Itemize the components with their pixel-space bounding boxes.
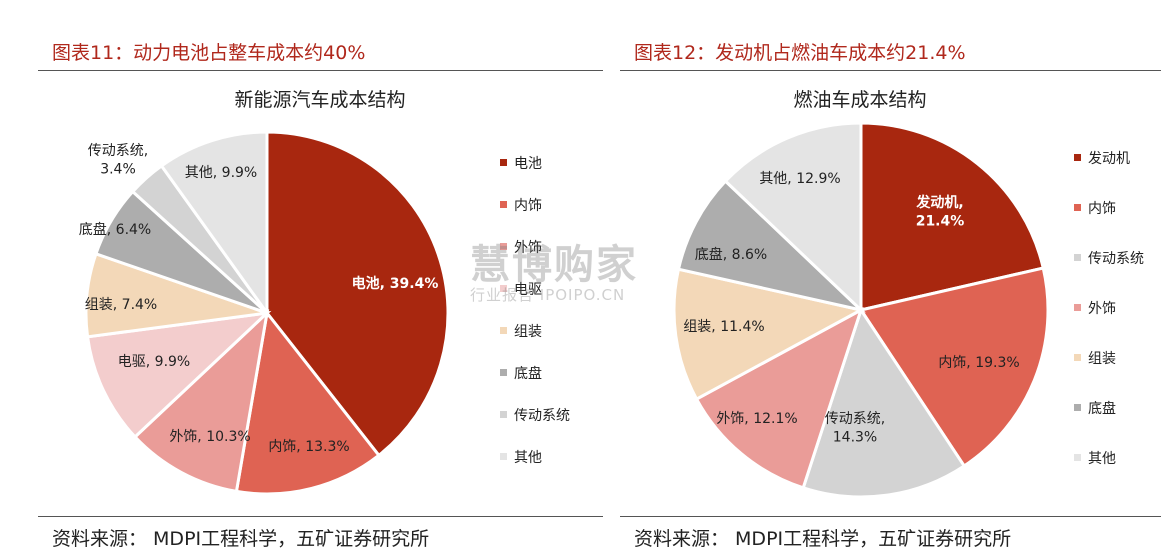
slice-label-1: 内饰, 13.3% [268,439,349,455]
title-rule [38,70,603,71]
legend-label-6: 其他 [1088,451,1116,467]
source-rule [620,516,1161,517]
legend-label-0: 发动机 [1088,151,1130,167]
legend-label-5: 底盘 [1088,400,1116,417]
legend-label-2: 外饰 [514,240,542,256]
legend-swatch-2 [500,243,507,250]
slice-label-3: 外饰, 12.1% [716,411,797,427]
slice-label-2: 传动系统, 14.3% [825,411,885,445]
pie-slice-6 [723,121,863,314]
source-note: 资料来源： MDPI工程科学，五矿证券研究所 [634,528,1012,550]
legend-swatch-3 [500,285,507,292]
legend-swatch-6 [1074,454,1081,461]
legend-swatch-1 [500,201,507,208]
chart-title: 新能源汽车成本结构 [234,89,405,111]
legend-label-1: 内饰 [514,198,542,214]
legend-label-1: 内饰 [1088,201,1116,217]
pie-slice-1 [234,309,381,496]
pie-slice-2 [801,306,967,499]
slice-label-0: 发动机, 21.4% [915,194,964,229]
left-figure-panel: 图表11：动力电池占整车成本约40% 新能源汽车成本结构电池, 39.4% 内饰,… [38,0,613,550]
right-figure-panel: 图表12：发动机占燃油车成本约21.4% 燃油车成本结构发动机, 21.4% 内饰,… [620,0,1161,550]
pie-slice-7 [159,130,269,318]
slice-label-1: 内饰, 19.3% [938,355,1019,371]
legend-swatch-5 [500,369,507,376]
source-rule [38,516,603,517]
pie-slice-4 [672,267,866,402]
slice-label-5: 底盘, 6.4% [79,221,151,238]
slice-label-0: 电池, 39.4% [352,275,439,292]
legend-label-4: 组装 [514,324,542,340]
legend-swatch-1 [1074,204,1081,211]
legend-swatch-0 [1074,154,1081,161]
legend-swatch-4 [1074,354,1081,361]
pie-slice-3 [85,310,272,440]
slice-label-5: 底盘, 8.6% [695,246,767,263]
slice-label-4: 组装, 7.4% [85,297,157,313]
slice-label-6: 其他, 12.9% [759,171,840,187]
slice-label-4: 组装, 11.4% [683,319,764,335]
legend-label-3: 电驱 [514,282,542,298]
slice-label-6: 传动系统, 3.4% [88,143,148,177]
title-rule [620,70,1161,71]
chart-title: 燃油车成本结构 [793,89,926,111]
legend-label-4: 组装 [1088,351,1116,367]
legend-swatch-5 [1074,404,1081,411]
legend-swatch-7 [500,453,507,460]
legend-label-5: 底盘 [514,365,542,382]
figure-title: 图表11：动力电池占整车成本约40% [52,42,366,64]
legend-label-6: 传动系统 [514,408,570,424]
pie-slice-1 [858,266,1050,469]
legend-swatch-0 [500,159,507,166]
pie-slice-2 [132,308,270,494]
pie-slice-0 [265,130,450,458]
legend-label-2: 传动系统 [1088,251,1144,267]
pie-slice-5 [676,179,866,313]
slice-label-7: 其他, 9.9% [185,165,257,181]
figure-title: 图表12：发动机占燃油车成本约21.4% [634,42,966,64]
legend-swatch-4 [500,327,507,334]
legend-label-0: 电池 [514,156,542,172]
source-note: 资料来源： MDPI工程科学，五矿证券研究所 [52,528,430,550]
legend-swatch-6 [500,411,507,418]
pie-slice-3 [694,306,864,490]
legend-label-3: 外饰 [1088,301,1116,317]
pie-slice-0 [859,121,1046,312]
legend-swatch-3 [1074,304,1081,311]
slice-label-3: 电驱, 9.9% [118,354,190,370]
legend-label-7: 其他 [514,450,542,466]
slice-label-2: 外饰, 10.3% [169,429,250,445]
legend-swatch-2 [1074,254,1081,261]
